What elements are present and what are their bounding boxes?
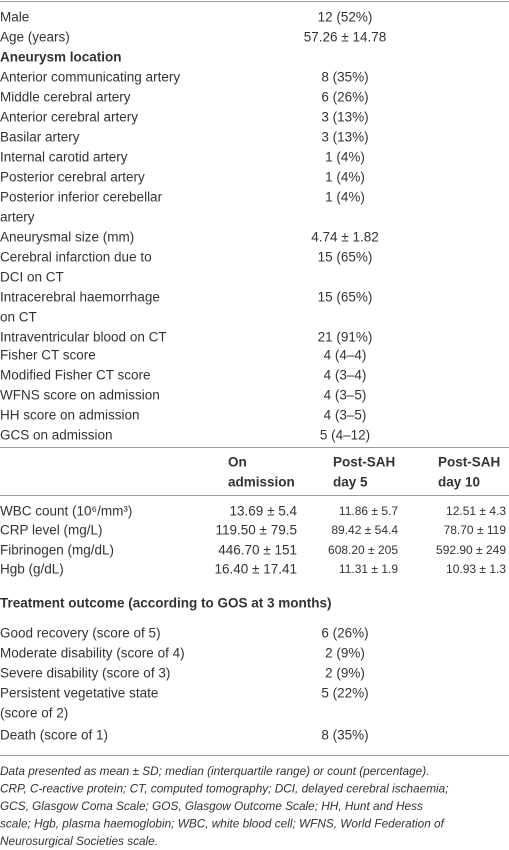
row-value: 4 (4–4): [324, 348, 367, 363]
column-header: admission: [228, 475, 295, 490]
row-value: 1 (4%): [325, 170, 365, 185]
cell-value: 12.51 ± 4.3: [446, 504, 506, 518]
cell-value: 89.42 ± 54.4: [331, 523, 398, 537]
row-value: 3 (13%): [321, 110, 368, 125]
row-label: Good recovery (score of 5): [0, 626, 161, 641]
row-label: WBC count (10⁶/mm³): [0, 504, 132, 519]
row-value: 6 (26%): [321, 626, 368, 641]
row-label: Moderate disability (score of 4): [0, 646, 185, 661]
row-label: Severe disability (score of 3): [0, 666, 170, 681]
row-value: 15 (65%): [318, 290, 373, 305]
row-label: Anterior cerebral artery: [0, 110, 138, 125]
row-label: artery: [0, 210, 35, 225]
row-label: Posterior cerebral artery: [0, 170, 145, 185]
row-label: Death (score of 1): [0, 728, 108, 743]
row-value: 6 (26%): [321, 90, 368, 105]
row-value: 12 (52%): [318, 10, 373, 25]
row-value: 57.26 ± 14.78: [304, 30, 386, 45]
row-label: Middle cerebral artery: [0, 90, 131, 105]
row-value: 5 (22%): [321, 686, 368, 701]
footnote-line: Neurosurgical Societies scale.: [0, 834, 158, 848]
row-value: 1 (4%): [325, 150, 365, 165]
row-value: 2 (9%): [325, 646, 365, 661]
row-value: 2 (9%): [325, 666, 365, 681]
row-label: Hgb (g/dL): [0, 562, 64, 577]
cell-value: 78.70 ± 119: [444, 523, 507, 537]
row-label: on CT: [0, 310, 37, 325]
cell-value: 119.50 ± 79.5: [216, 523, 297, 538]
row-label: Persistent vegetative state: [0, 686, 158, 701]
cell-value: 10.93 ± 1.3: [446, 562, 506, 576]
row-label: Basilar artery: [0, 130, 80, 145]
cell-value: 11.31 ± 1.9: [339, 562, 398, 576]
row-label: Cerebral infarction due to: [0, 250, 152, 265]
row-value: 4 (3–4): [324, 368, 367, 383]
row-label: Modified Fisher CT score: [0, 368, 151, 383]
column-header: Post-SAH: [438, 455, 500, 470]
column-header: Post-SAH: [333, 455, 395, 470]
row-label: (score of 2): [0, 706, 68, 721]
row-label: Anterior communicating artery: [0, 70, 180, 85]
row-label: DCI on CT: [0, 270, 64, 285]
section-title: Treatment outcome (according to GOS at 3…: [0, 596, 332, 611]
row-value: 5 (4–12): [320, 428, 370, 443]
row-value: 8 (35%): [321, 728, 368, 743]
column-header: day 10: [438, 475, 480, 490]
row-label: Male: [0, 10, 29, 25]
section-heading: Aneurysm location: [0, 50, 122, 65]
footnote-line: scale; Hgb, plasma haemoglobin; WBC, whi…: [0, 817, 446, 831]
footnote-line: CRP, C-reactive protein; CT, computed to…: [0, 782, 449, 796]
row-value: 1 (4%): [325, 190, 365, 205]
row-value: 4.74 ± 1.82: [311, 230, 378, 245]
cell-value: 446.70 ± 151: [218, 543, 297, 558]
cell-value: 608.20 ± 205: [328, 543, 398, 557]
cell-value: 13.69 ± 5.4: [230, 504, 298, 519]
row-label: Fibrinogen (mg/dL): [0, 543, 114, 558]
column-header: day 5: [333, 475, 368, 490]
row-label: CRP level (mg/L): [0, 523, 103, 538]
row-value: 3 (13%): [321, 130, 368, 145]
row-label: Intraventricular blood on CT: [0, 330, 167, 345]
cell-value: 11.86 ± 5.7: [339, 504, 398, 518]
footnote-line: GCS, Glasgow Coma Scale; GOS, Glasgow Ou…: [0, 799, 423, 813]
row-label: Intracerebral haemorrhage: [0, 290, 160, 305]
row-value: 4 (3–5): [324, 408, 367, 423]
row-label: HH score on admission: [0, 408, 140, 423]
row-label: WFNS score on admission: [0, 388, 160, 403]
footnote-line: Data presented as mean ± SD; median (int…: [0, 764, 429, 778]
row-value: 15 (65%): [318, 250, 373, 265]
cell-value: 16.40 ± 17.41: [215, 562, 297, 577]
row-value: 21 (91%): [318, 330, 373, 345]
row-value: 4 (3–5): [324, 388, 367, 403]
column-header: On: [228, 455, 247, 470]
row-label: Fisher CT score: [0, 348, 96, 363]
row-label: Aneurysmal size (mm): [0, 230, 134, 245]
row-label: GCS on admission: [0, 428, 113, 443]
cell-value: 592.90 ± 249: [436, 543, 506, 557]
row-label: Age (years): [0, 30, 70, 45]
row-label: Internal carotid artery: [0, 150, 128, 165]
row-value: 8 (35%): [321, 70, 368, 85]
row-label: Posterior inferior cerebellar: [0, 190, 163, 205]
